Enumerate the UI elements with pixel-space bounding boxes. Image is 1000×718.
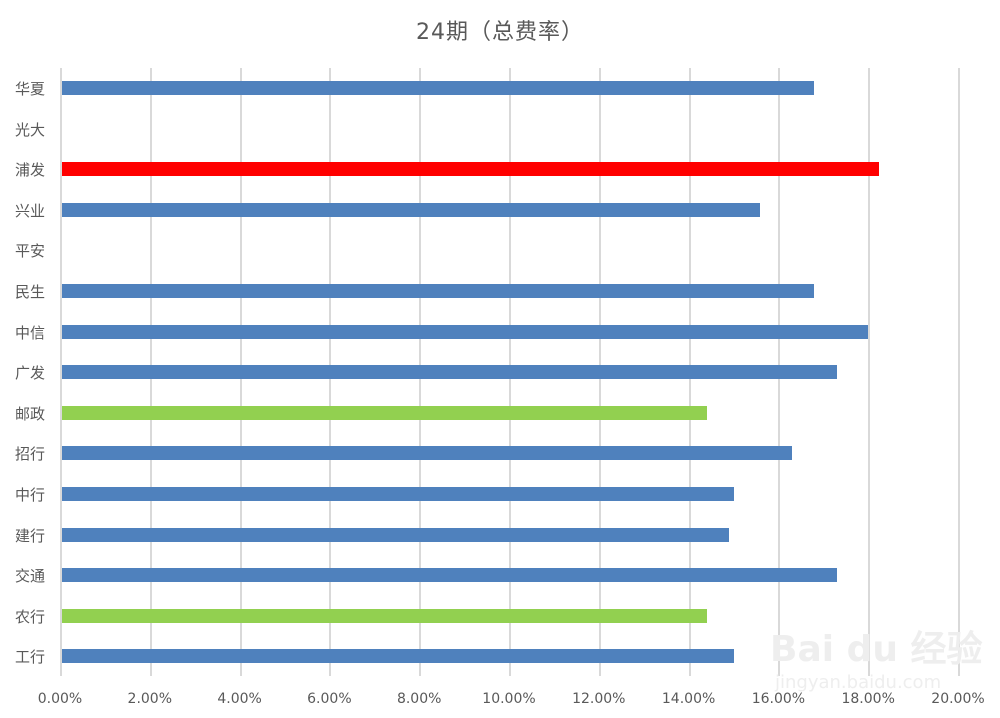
category-label: 招行	[14, 445, 45, 464]
bar-招行	[62, 446, 792, 461]
category-label: 兴业	[14, 201, 45, 220]
x-tick-label: 10.00%	[482, 691, 536, 707]
category-label: 浦发	[14, 161, 45, 180]
x-tick-label: 6.00%	[307, 691, 352, 707]
category-label: 工行	[14, 648, 45, 667]
x-tick-label: 8.00%	[396, 691, 442, 707]
bar-农行	[62, 608, 707, 623]
bar-工行	[62, 649, 734, 664]
category-label: 平安	[14, 242, 45, 261]
category-label: 民生	[14, 283, 45, 301]
bar-广发	[62, 365, 837, 380]
category-label: 交通	[14, 567, 45, 586]
category-label: 建行	[14, 526, 45, 545]
category-label: 农行	[14, 607, 45, 626]
x-tick-label: 12.00%	[572, 691, 626, 707]
bar-兴业	[62, 202, 761, 217]
bar-浦发	[62, 162, 879, 177]
category-label: 光大	[14, 120, 45, 139]
bar-邮政	[62, 405, 707, 420]
watermark-logo: Bai du 经验	[770, 629, 983, 670]
y-axis-line	[60, 68, 62, 676]
bar-华夏	[62, 81, 815, 95]
x-tick-label: 16.00%	[751, 691, 806, 707]
x-tick-label: 20.00%	[931, 691, 985, 707]
x-tick-label: 0.00%	[37, 691, 83, 707]
category-label: 邮政	[14, 404, 45, 423]
x-tick-label: 14.00%	[661, 691, 716, 707]
category-label: 广发	[14, 364, 45, 383]
bar-中信	[62, 324, 869, 339]
bar-建行	[62, 527, 729, 542]
gridline	[868, 68, 871, 676]
bar-交通	[62, 568, 837, 583]
category-label: 中行	[14, 486, 45, 504]
watermark-url: jingyan.baidu.com	[775, 672, 942, 693]
x-tick-label: 4.00%	[217, 691, 262, 707]
category-label: 华夏	[14, 80, 45, 98]
x-tick-label: 2.00%	[127, 691, 173, 707]
bar-民生	[62, 284, 815, 298]
x-tick-label: 18.00%	[841, 691, 895, 707]
chart-title: 24期（总费率）	[416, 20, 584, 45]
bar-中行	[62, 487, 734, 501]
category-label: 中信	[14, 323, 45, 342]
gridline	[958, 68, 960, 676]
